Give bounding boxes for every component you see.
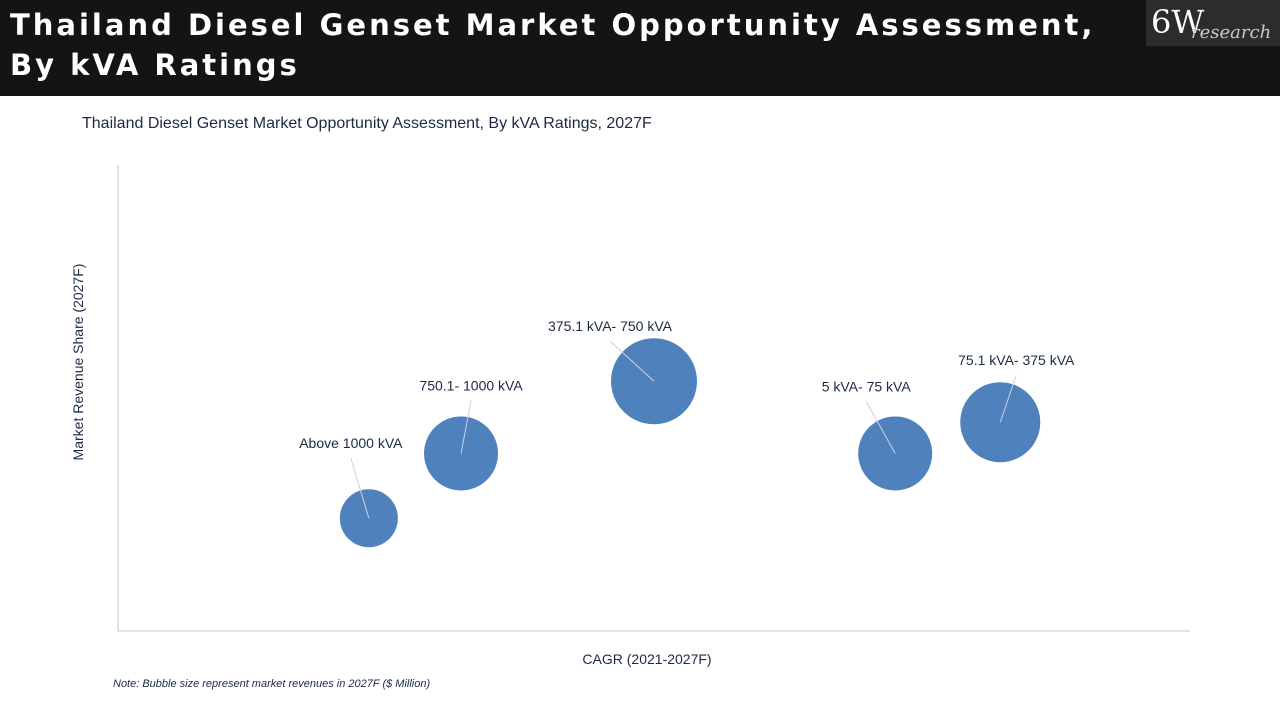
bubble-group: Above 1000 kVA 750.1- 1000 kVA 375.1 kVA- … xyxy=(299,318,1075,548)
logo-main-text: 6W xyxy=(1151,3,1205,41)
bubble-leader-line xyxy=(460,400,472,454)
bubble-label: 75.1 kVA- 375 kVA xyxy=(958,352,1075,368)
x-axis-label: CAGR (2021-2027F) xyxy=(582,651,712,667)
header-bar: Thailand Diesel Genset Market Opportunit… xyxy=(0,0,1280,96)
bubble-label: 375.1 kVA- 750 kVA xyxy=(548,318,673,334)
bubble-leader-line xyxy=(350,458,370,519)
logo-sub-text: research xyxy=(1191,22,1272,43)
chart-title: Thailand Diesel Genset Market Opportunit… xyxy=(82,115,652,132)
brand-logo: 6W research xyxy=(1146,0,1280,46)
bubble-leader-line xyxy=(865,401,896,454)
chart-note: Note: Bubble size represent market reven… xyxy=(113,678,431,690)
y-axis-label: Market Revenue Share (2027F) xyxy=(70,263,86,461)
bubble-label: Above 1000 kVA xyxy=(299,435,403,451)
bubble-leader-line xyxy=(999,375,1017,423)
page-title: Thailand Diesel Genset Market Opportunit… xyxy=(10,8,1096,82)
bubble-label: 750.1- 1000 kVA xyxy=(419,377,523,393)
bubble-leader-line xyxy=(609,340,655,382)
bubble-label: 5 kVA- 75 kVA xyxy=(822,378,912,394)
